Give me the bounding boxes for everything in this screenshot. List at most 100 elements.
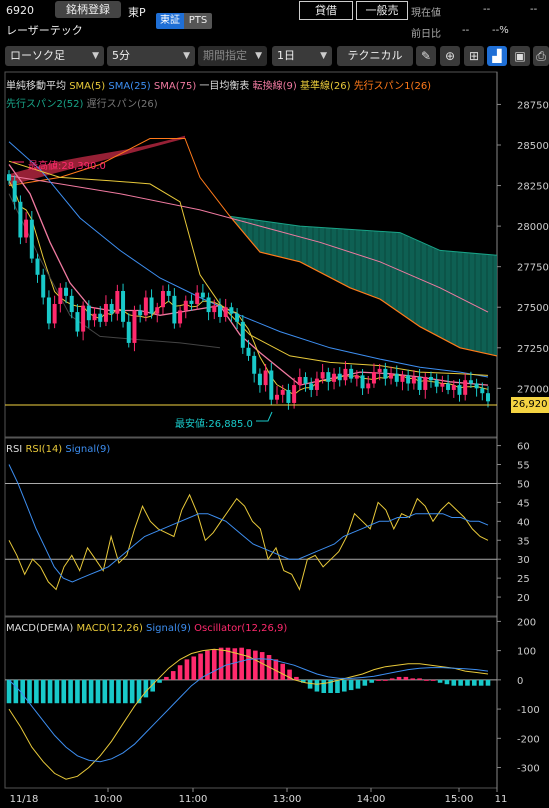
oscillator-bar [389,678,395,680]
candle-body [428,376,433,381]
oscillator-bar [123,679,128,704]
oscillator-bar [6,679,12,704]
legend-rsi14: RSI(14) [25,444,63,455]
legend-sma5: SMA(5) [69,81,106,92]
time-label: 11 [495,794,508,805]
candle-body [121,291,126,322]
oscillator-bar [116,679,121,704]
oscillator-bar [81,679,87,704]
oscillator-bar [424,679,429,681]
oscillator-bar [34,679,39,704]
last-price-badge: 26,920 [511,397,549,413]
chart-type-select[interactable]: ローソク足 ▼ [5,46,104,66]
segment-pts-button[interactable]: PTS [184,13,212,29]
oscillator-bar [328,679,333,693]
oscillator-bar [109,679,114,704]
time-label: 13:00 [273,794,302,805]
prev-pct: --% [492,25,509,36]
stock-code: 6920 [6,4,34,17]
legend-rsi-signal: Signal(9) [65,444,111,455]
oscillator-bar [307,679,313,689]
candle-body [383,368,388,379]
pen-icon[interactable]: ✎ [416,46,436,66]
oscillator-bar [136,679,142,704]
macd-tick-label: -200 [517,734,540,745]
candle-body [303,376,308,384]
candle-body [98,313,103,322]
oscillator-bar [54,679,60,704]
oscillator-bar [191,656,197,680]
candle-body [366,383,371,389]
rsi-tick-label: 55 [517,461,530,472]
oscillator-bar [458,679,463,686]
oscillator-bar [20,679,25,704]
technical-button[interactable]: テクニカル [337,46,413,66]
oscillator-bar [218,647,224,680]
ichimoku-cloud-up [9,135,185,186]
candle-body [52,303,57,324]
candle-body [480,388,485,394]
candle-body [86,305,91,321]
oscillator-bar [246,649,251,680]
price-tick-label: 28500 [517,141,549,152]
candle-body [206,297,211,313]
candle-body [275,394,280,400]
segment-tosho-button[interactable]: 東証 [156,13,184,29]
candle-body [138,310,143,316]
rsi-tick-label: 20 [517,593,530,604]
oscillator-bar [383,679,388,681]
chevron-down-icon: ▼ [320,51,327,61]
candle-body [81,305,86,332]
oscillator-bar [177,665,183,680]
rsi-line [8,493,489,591]
candle-body [115,291,120,314]
chikou-line [8,193,221,349]
sma25-line [8,141,489,378]
candle-body [18,201,23,238]
oscillator-bar [27,679,32,704]
high-annotation: 最高値:28,390.0 [28,161,106,172]
low-annotation: 最安値:26,885.0 [175,419,253,430]
current-value: -- [483,4,491,15]
oscillator-bar [342,679,347,692]
candle-body [132,310,137,343]
chart-view-icon[interactable]: ▟ [487,46,507,66]
zoom-icon[interactable]: ⊕ [440,46,460,66]
oscillator-bar [376,679,381,681]
rsi-signal-line [8,464,489,583]
candle-body [411,376,416,384]
candle-body [434,380,439,387]
save-icon[interactable]: ▣ [510,46,530,66]
split-panel-icon[interactable]: ⊞ [464,46,484,66]
print-icon[interactable]: ⎙ [533,46,549,66]
oscillator-bar [95,679,101,704]
chevron-down-icon: ▼ [92,51,99,61]
period-select[interactable]: 期間指定 ▼ [198,46,267,66]
oscillator-bar [465,679,470,686]
rsi-title: RSI [6,444,23,455]
oscillator-bar [314,679,320,692]
candle-body [46,297,51,324]
span2-line [229,215,498,256]
oscillator-bar [150,679,155,692]
oscillator-bar [61,679,67,704]
candle-body [64,287,69,296]
price-tick-label: 27250 [517,344,549,355]
price-tick-label: 27750 [517,263,549,274]
rsi-legend: RSI RSI(14) Signal(9) [6,444,110,455]
legend-tenkan: 転換線(9) [252,81,297,92]
oscillator-bar [451,679,457,686]
price-tick-label: 28250 [517,182,549,193]
interval-select[interactable]: 5分 ▼ [107,46,195,66]
oscillator-bar [472,679,477,686]
candle-body [92,313,97,321]
oscillator-bar [13,679,19,704]
oscillator-bar [273,659,279,680]
legend-span1: 先行スパン1(26) [353,81,432,92]
candle-body [269,370,274,400]
register-button[interactable]: 銘柄登録 [55,1,121,18]
candle-body [440,383,445,387]
oscillator-bar [335,679,340,693]
range-select[interactable]: 1日 ▼ [272,46,332,66]
